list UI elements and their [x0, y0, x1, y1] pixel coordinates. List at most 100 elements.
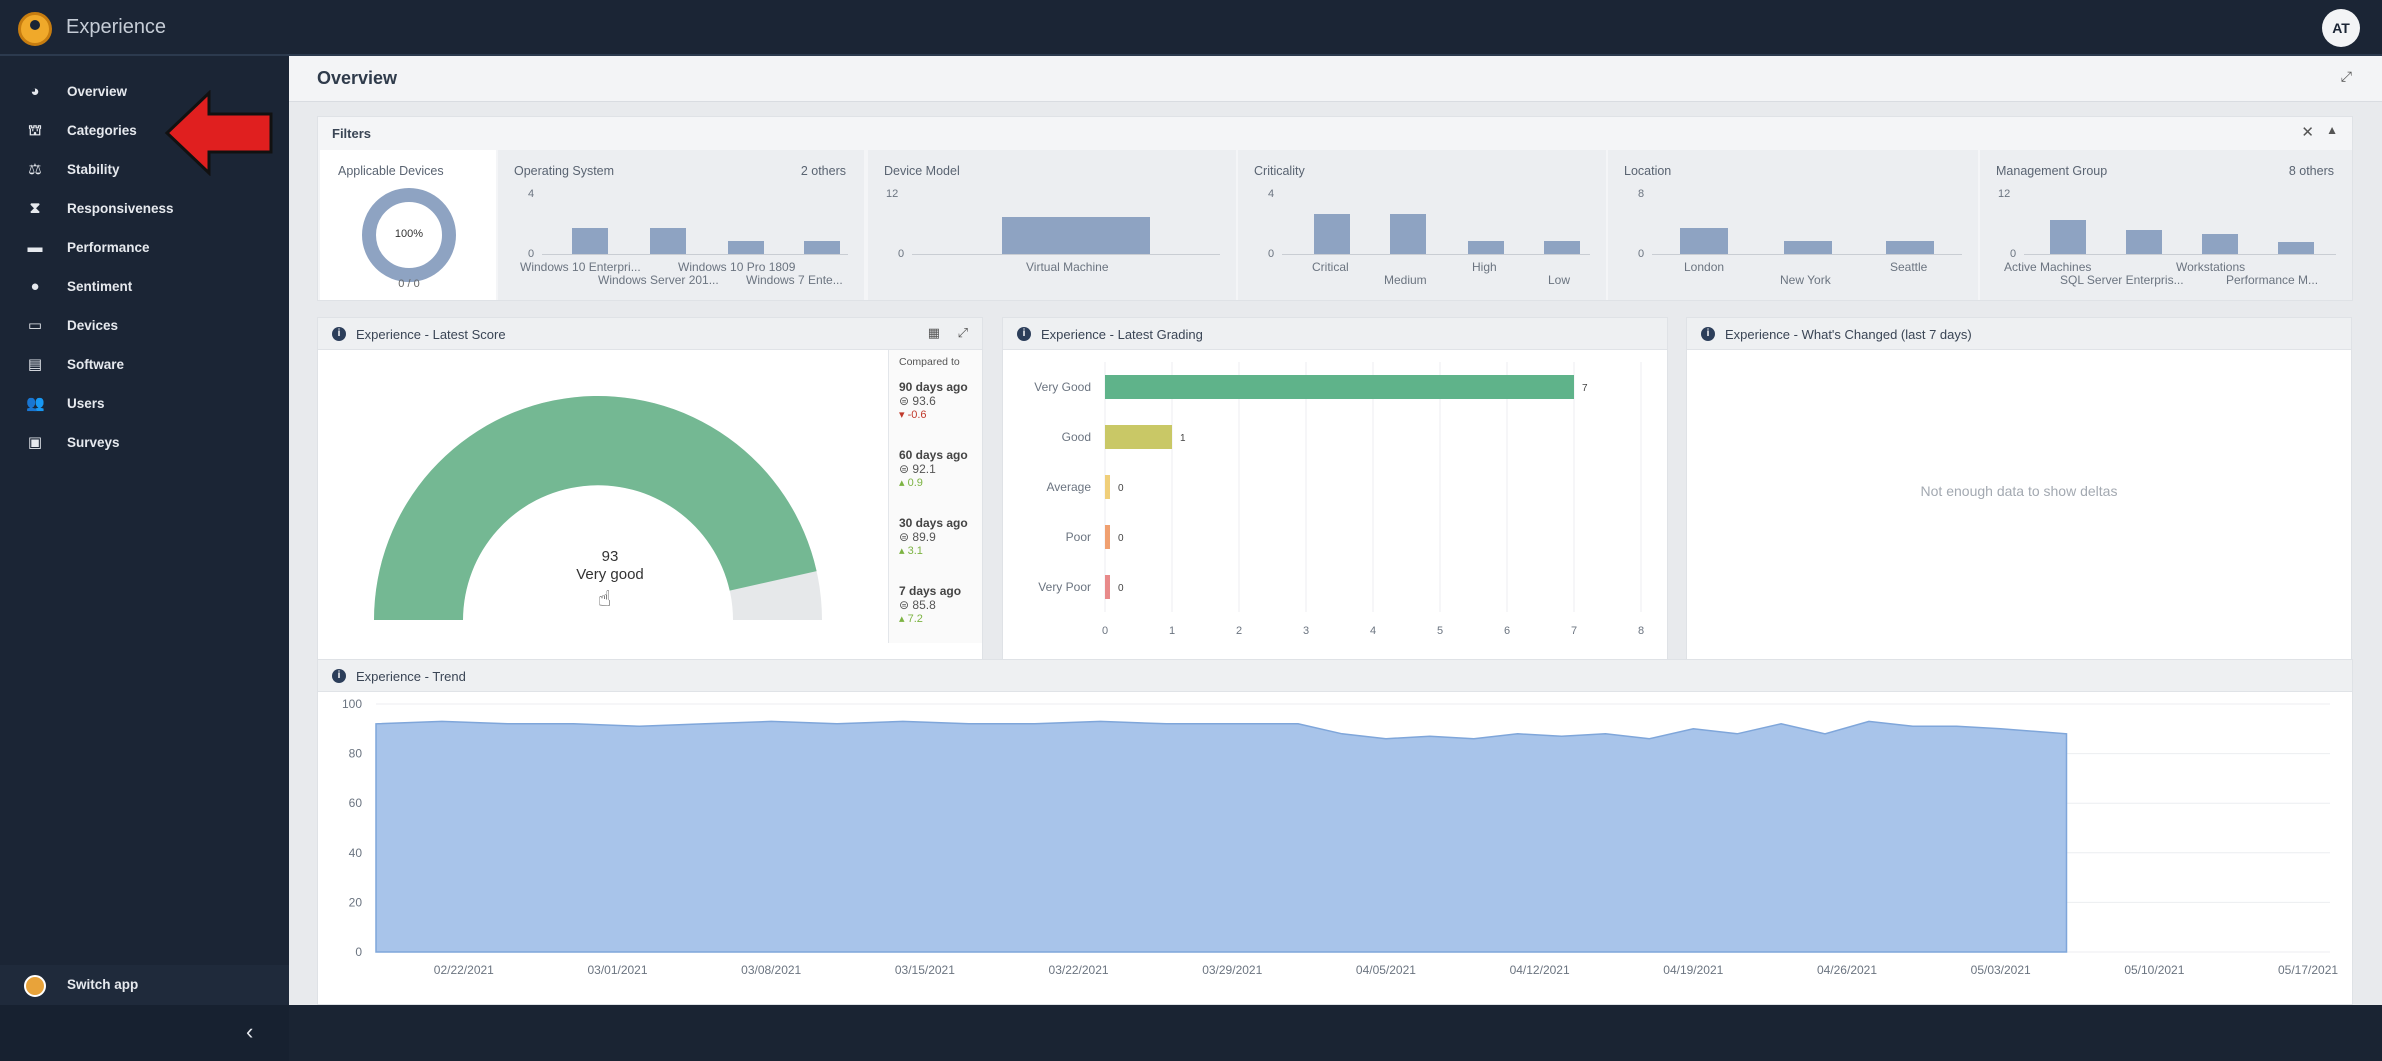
- top-bar: Experience AT: [0, 0, 2382, 56]
- sidebar-item-users[interactable]: 👥 Users: [26, 395, 105, 412]
- x-tick-label: 04/19/2021: [1663, 963, 1723, 977]
- grading-bar: [1105, 575, 1110, 599]
- x-tick-label: 04/12/2021: [1510, 963, 1570, 977]
- info-icon[interactable]: i: [1017, 327, 1031, 341]
- sidebar-item-overview[interactable]: ◕ Overview: [0, 73, 289, 111]
- x-tick-label: 05/03/2021: [1971, 963, 2031, 977]
- bar-criticality-low: [1544, 241, 1580, 254]
- filter-operating-system[interactable]: Operating System 2 others 4 0 Windows 10…: [498, 150, 864, 300]
- category-label: Very Good: [1034, 380, 1091, 394]
- bar-criticality-critical: [1314, 214, 1350, 254]
- clear-filters-icon[interactable]: ✕: [2301, 124, 2314, 141]
- bar-criticality-high: [1468, 241, 1504, 254]
- speedometer-icon: ⊜: [899, 598, 913, 612]
- bar-criticality-medium: [1390, 214, 1426, 254]
- bar-os-1: [572, 228, 608, 254]
- x-tick-label: 2: [1236, 625, 1242, 637]
- collapse-filters-icon[interactable]: ▲: [2326, 123, 2338, 137]
- bar-mgmt-performance: [2278, 242, 2314, 254]
- y-tick-label: 100: [342, 697, 362, 711]
- bar-value-label: 0: [1118, 483, 1124, 494]
- hourglass-icon: ⧗: [29, 200, 41, 217]
- comparison-60-days: 60 days ago ⊜ 92.1 ▴ 0.9: [899, 448, 968, 489]
- trend-panel: i Experience - Trend 100 80 60 40 20 0 02/22/2…: [317, 659, 2353, 1005]
- page-header: Overview ⤢: [289, 56, 2382, 102]
- comparison-7-days: 7 days ago ⊜ 85.8 ▴ 7.2: [899, 584, 962, 625]
- x-tick-label: 05/17/2021: [2278, 963, 2338, 977]
- pie-chart-icon: ◕: [30, 83, 40, 100]
- trend-chart: 100 80 60 40 20 0 02/22/2021 03/01/2021 03/08/20…: [342, 697, 2338, 977]
- collapse-sidebar-icon[interactable]: ‹: [246, 1019, 254, 1044]
- grading-chart: 0 1 2 3 4 5 6 7 8 Very Good 7 Good 1 Average 0 Poor 0 Ver…: [1034, 362, 1644, 637]
- sidebar-item-sentiment[interactable]: ● Sentiment: [0, 268, 289, 306]
- arrow-up-icon: ▴: [899, 477, 908, 489]
- x-tick-label: 0: [1102, 625, 1108, 637]
- switch-app-icon: [24, 975, 46, 997]
- filter-location[interactable]: Location 8 0 London New York Seattle: [1608, 150, 1978, 300]
- smiley-icon: ●: [30, 278, 40, 295]
- category-label: Poor: [1066, 530, 1091, 544]
- x-tick-label: 1: [1169, 625, 1175, 637]
- bar-value-label: 0: [1118, 583, 1124, 594]
- sidebar-item-software[interactable]: ▤ Software: [27, 356, 125, 373]
- filter-applicable-devices[interactable]: Applicable Devices 100% 0 / 0: [320, 150, 496, 300]
- info-icon[interactable]: i: [332, 669, 346, 683]
- sidebar-item-performance[interactable]: ▬ Performance: [27, 239, 150, 256]
- y-tick-label: 40: [349, 846, 363, 860]
- category-label: Average: [1047, 480, 1092, 494]
- arrow-up-icon: ▴: [899, 613, 908, 625]
- speedometer-icon: ⊜: [899, 530, 913, 544]
- sidebar-footer: ‹: [0, 1005, 289, 1061]
- sidebar-item-categories[interactable]: ⛫ Categories: [0, 112, 289, 150]
- latest-score-panel: i Experience - Latest Score ▦ ⤢ 93 Very …: [317, 317, 983, 702]
- sidebar-item-surveys[interactable]: ▣ Surveys: [27, 434, 120, 451]
- bar-location-seattle: [1886, 241, 1934, 254]
- speedometer-icon: ⊜: [899, 462, 913, 476]
- x-tick-label: 3: [1303, 625, 1309, 637]
- user-avatar[interactable]: AT: [2322, 9, 2360, 47]
- app-logo[interactable]: [18, 12, 52, 46]
- category-label: Very Poor: [1038, 580, 1091, 594]
- monitor-icon: ▭: [27, 317, 43, 334]
- filter-device-model[interactable]: Device Model 12 0 Virtual Machine: [868, 150, 1236, 300]
- hand-cursor-icon: ☝: [598, 586, 612, 611]
- binoculars-icon: ⛫: [28, 122, 42, 139]
- grading-bar: [1105, 375, 1574, 399]
- x-tick-label: 03/01/2021: [587, 963, 647, 977]
- clipboard-icon: ▣: [27, 434, 43, 451]
- gamepad-icon: ▬: [27, 239, 43, 256]
- y-tick-label: 0: [355, 945, 362, 959]
- sidebar-item-stability[interactable]: ⚖ Stability: [0, 151, 289, 189]
- x-tick-label: 8: [1638, 625, 1644, 637]
- x-tick-label: 5: [1437, 625, 1443, 637]
- bar-mgmt-active: [2050, 220, 2086, 254]
- empty-state-message: Not enough data to show deltas: [1920, 483, 2118, 499]
- fullscreen-icon[interactable]: ⤢: [2340, 68, 2352, 84]
- sidebar: ◕ Overview ⛫ Categories ⚖ Stability ⧗ Respon…: [0, 56, 289, 1061]
- bar-value-label: 7: [1582, 383, 1588, 394]
- x-tick-label: 7: [1571, 625, 1577, 637]
- grading-bar: [1105, 475, 1110, 499]
- switch-app-button[interactable]: Switch app: [0, 965, 289, 1005]
- x-tick-label: 04/26/2021: [1817, 963, 1877, 977]
- gauge-fill: [374, 395, 817, 620]
- arrow-down-icon: ▾: [899, 409, 908, 421]
- bar-mgmt-sql: [2126, 230, 2162, 254]
- sidebar-item-responsiveness[interactable]: ⧗ Responsiveness: [0, 190, 289, 228]
- app-title: Experience: [66, 16, 167, 38]
- x-tick-label: 03/22/2021: [1049, 963, 1109, 977]
- table-view-icon[interactable]: ▦: [927, 325, 940, 340]
- filter-management-group[interactable]: Management Group 8 others 12 0 Active Ma…: [1980, 150, 2352, 300]
- x-tick-label: 03/08/2021: [741, 963, 801, 977]
- filter-criticality[interactable]: Criticality 4 0 Critical Medium High Low: [1238, 150, 1606, 300]
- x-tick-label: 4: [1370, 625, 1376, 637]
- sidebar-item-devices[interactable]: ▭ Devices: [27, 317, 119, 334]
- score-value: 93: [601, 548, 619, 565]
- info-icon[interactable]: i: [332, 327, 346, 341]
- scale-icon: ⚖: [28, 161, 42, 178]
- x-tick-label: 6: [1504, 625, 1510, 637]
- expand-icon[interactable]: ⤢: [957, 325, 968, 340]
- red-arrow-annotation: [164, 90, 273, 176]
- info-icon[interactable]: i: [1701, 327, 1715, 341]
- bar-value-label: 1: [1180, 433, 1186, 444]
